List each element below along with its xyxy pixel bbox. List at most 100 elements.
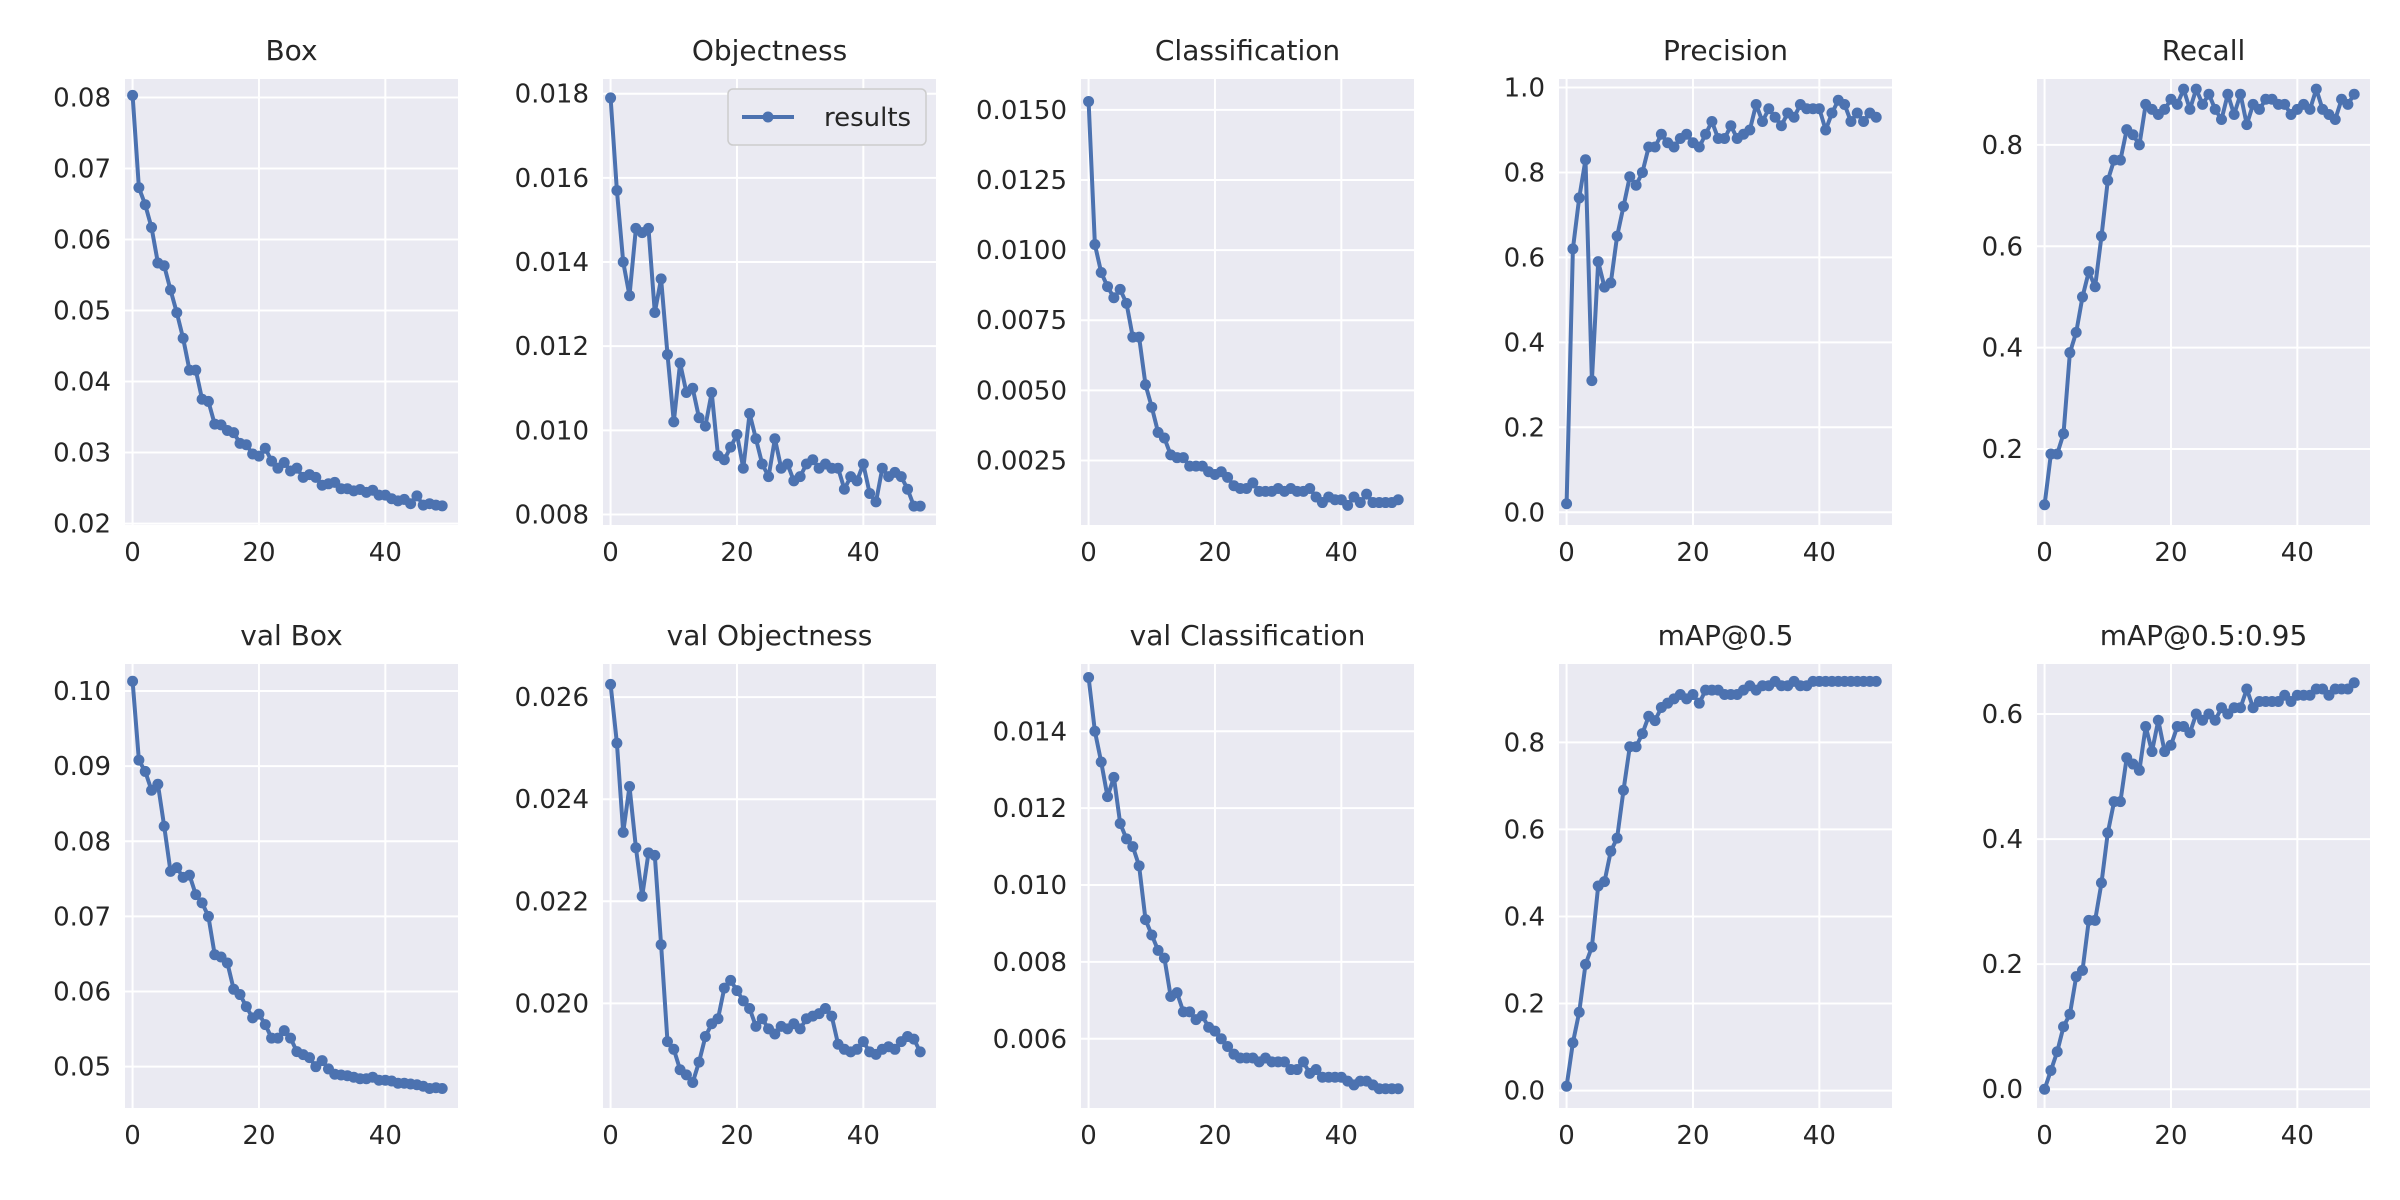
data-point xyxy=(895,471,907,483)
data-point xyxy=(436,500,448,512)
data-point xyxy=(1788,111,1800,123)
y-tick-label: 0.016 xyxy=(515,164,589,194)
chart-panel: 0 20 40 0.0025 0.0050 0.0075 0.0100 0.0125 0.015… xyxy=(976,34,1414,568)
data-point xyxy=(1158,432,1170,444)
data-point xyxy=(171,862,183,874)
data-point xyxy=(1184,1006,1196,1018)
data-point xyxy=(1624,171,1636,183)
data-point xyxy=(2114,796,2126,808)
data-point xyxy=(737,995,749,1007)
data-point xyxy=(750,1020,762,1032)
data-point xyxy=(228,427,240,439)
y-tick-label: 0.0 xyxy=(1982,1075,2023,1105)
y-tick-label: 0.022 xyxy=(515,887,589,917)
data-point xyxy=(259,1019,271,1031)
data-point xyxy=(1586,941,1598,953)
data-point xyxy=(2228,108,2240,120)
data-point xyxy=(2304,103,2316,115)
data-point xyxy=(1196,1010,1208,1022)
y-tick-label: 0.07 xyxy=(53,902,111,932)
data-point xyxy=(2329,114,2341,126)
data-point xyxy=(285,1032,297,1044)
x-tick-label: 0 xyxy=(1080,1121,1097,1151)
data-point xyxy=(1127,841,1139,853)
data-point xyxy=(291,462,303,474)
data-point xyxy=(794,1023,806,1035)
data-point xyxy=(2190,83,2202,95)
chart-title: Objectness xyxy=(692,34,847,67)
data-point xyxy=(756,1013,768,1025)
x-tick-label: 20 xyxy=(720,538,753,568)
data-point xyxy=(2058,1021,2070,1033)
x-tick-label: 20 xyxy=(1676,538,1709,568)
data-point xyxy=(1851,107,1863,119)
y-tick-label: 0.2 xyxy=(1982,950,2023,980)
y-tick-label: 0.006 xyxy=(993,1025,1067,1055)
data-point xyxy=(1291,1064,1303,1076)
x-tick-label: 40 xyxy=(847,1121,880,1151)
plot-area xyxy=(1559,79,1892,525)
y-tick-label: 0.05 xyxy=(53,297,111,327)
data-point xyxy=(725,974,737,986)
data-point xyxy=(196,897,208,909)
data-point xyxy=(763,471,775,483)
data-point xyxy=(2209,103,2221,115)
data-point xyxy=(2209,714,2221,726)
data-point xyxy=(1158,952,1170,964)
data-point xyxy=(731,985,743,997)
data-point xyxy=(1139,379,1151,391)
data-point xyxy=(819,1002,831,1014)
data-point xyxy=(693,1056,705,1068)
data-point xyxy=(1649,141,1661,153)
y-tick-label: 0.026 xyxy=(515,683,589,713)
chart-panel: 0 20 40 0.020 0.022 0.024 0.026 val Objectness xyxy=(515,619,936,1151)
chart-title: Box xyxy=(265,34,317,67)
data-point xyxy=(2165,739,2177,751)
data-point xyxy=(2051,1046,2063,1058)
data-point xyxy=(2045,1064,2057,1076)
data-point xyxy=(668,1043,680,1055)
data-point xyxy=(857,458,869,470)
data-point xyxy=(718,454,730,466)
data-point xyxy=(1870,111,1882,123)
plot-area xyxy=(2037,79,2370,525)
data-point xyxy=(1775,120,1787,132)
data-point xyxy=(699,1031,711,1043)
data-point xyxy=(2089,914,2101,926)
data-point xyxy=(1611,832,1623,844)
data-point xyxy=(794,471,806,483)
data-point xyxy=(2133,764,2145,776)
data-point xyxy=(411,490,423,502)
data-point xyxy=(310,471,322,483)
y-tick-label: 0.014 xyxy=(515,248,589,278)
data-point xyxy=(1120,297,1132,309)
x-tick-label: 0 xyxy=(1080,538,1097,568)
legend-label: results xyxy=(824,103,911,133)
x-tick-label: 40 xyxy=(369,538,402,568)
data-point xyxy=(655,939,667,951)
data-point xyxy=(1310,1064,1322,1076)
data-point xyxy=(2241,119,2253,131)
chart-panel: 0 20 40 0.02 0.03 0.04 0.05 0.06 0.07 0.08 Box xyxy=(53,34,458,568)
data-point xyxy=(278,1025,290,1037)
data-point xyxy=(2058,428,2070,440)
data-point xyxy=(2095,230,2107,242)
y-tick-label: 0.012 xyxy=(515,332,589,362)
data-point xyxy=(1177,452,1189,464)
data-point xyxy=(171,307,183,319)
data-point xyxy=(1630,179,1642,191)
data-point xyxy=(1278,1056,1290,1068)
data-point xyxy=(202,395,214,407)
data-point xyxy=(617,256,629,268)
y-tick-label: 0.2 xyxy=(1982,435,2023,465)
data-point xyxy=(240,439,252,451)
data-point xyxy=(908,1033,920,1045)
y-tick-label: 0.4 xyxy=(1982,334,2023,364)
data-point xyxy=(605,678,617,690)
chart-title: Precision xyxy=(1663,34,1788,67)
plot-area xyxy=(603,664,936,1108)
data-point xyxy=(2083,266,2095,278)
data-point xyxy=(611,185,623,196)
data-point xyxy=(914,500,926,512)
x-tick-label: 0 xyxy=(124,538,141,568)
